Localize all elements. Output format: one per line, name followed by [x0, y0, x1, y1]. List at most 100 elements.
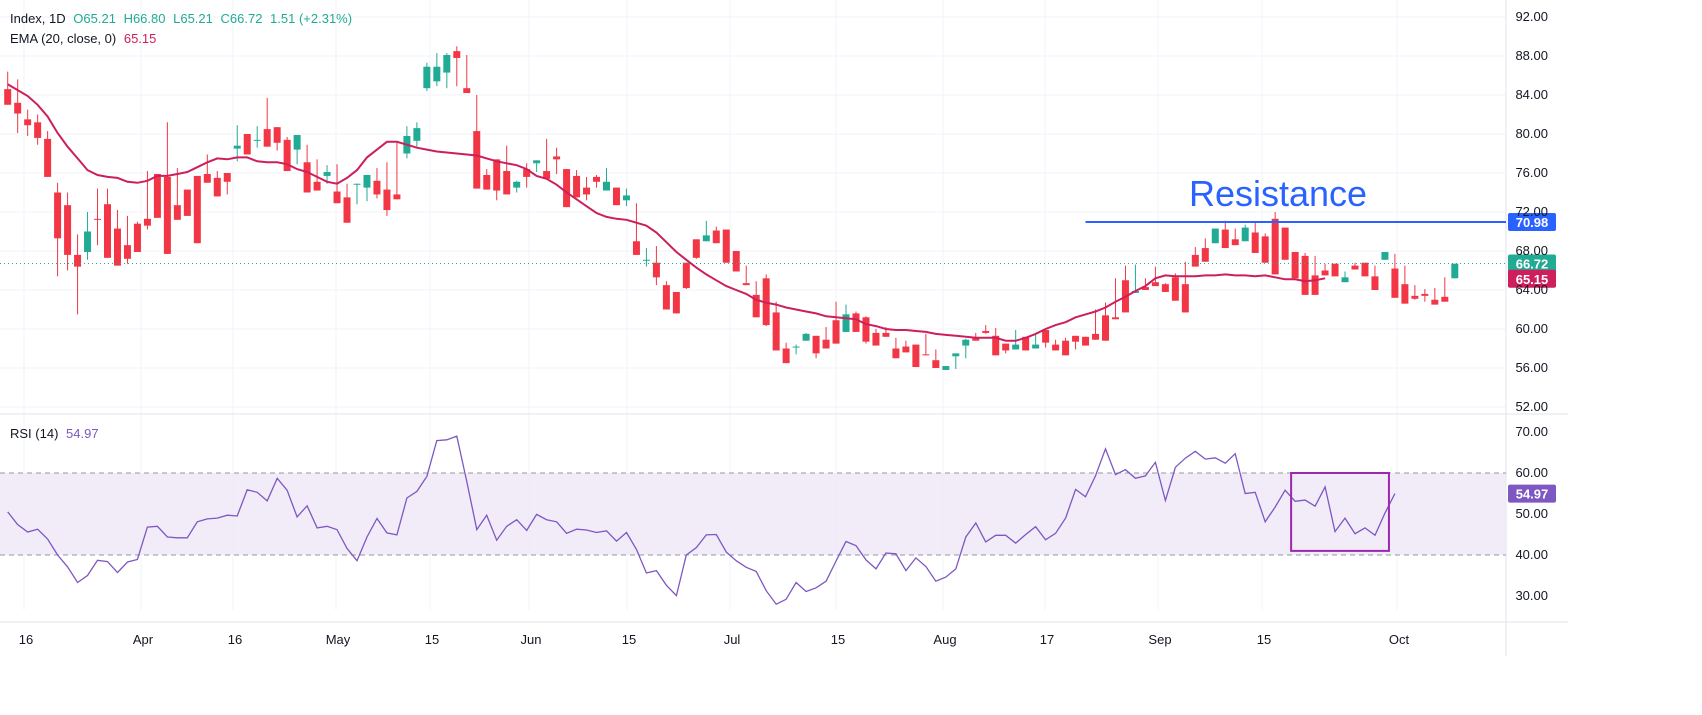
candle-body [54, 192, 62, 239]
candle-body [712, 230, 720, 244]
price-tick-label: 56.00 [1515, 360, 1548, 375]
candle-body [812, 335, 820, 354]
candle-body [692, 239, 700, 258]
x-tick-label: 15 [1257, 632, 1271, 647]
candle-body [1191, 254, 1199, 267]
candle-body [483, 174, 491, 190]
candle-body [1351, 265, 1359, 270]
legend-main: Index, 1D O65.21 H66.80 L65.21 C66.72 1.… [10, 11, 356, 26]
candle-body [1201, 248, 1209, 262]
candle-body [732, 251, 740, 272]
ema-line [7, 83, 1326, 342]
candle-body [4, 89, 12, 105]
candle-body [1211, 228, 1219, 244]
candle-body [223, 173, 231, 182]
candle-body [373, 180, 381, 195]
candle-body [573, 175, 581, 198]
legend-ema: EMA (20, close, 0) 65.15 [10, 31, 160, 46]
candle-body [922, 354, 930, 356]
price-tick-label: 60.00 [1515, 321, 1548, 336]
rsi-tick-label: 30.00 [1515, 588, 1548, 603]
candle-body [423, 66, 431, 89]
candle-body [892, 348, 900, 359]
candle-body [553, 156, 561, 160]
x-tick-label: 15 [622, 632, 636, 647]
candle-body [1221, 229, 1229, 249]
candle-body [473, 131, 481, 189]
x-tick-label: 17 [1040, 632, 1054, 647]
candle-body [74, 254, 82, 267]
candle-body [14, 102, 22, 114]
candle-body [94, 218, 102, 220]
candle-body [1371, 276, 1379, 290]
candle-body [133, 223, 141, 252]
candle-body [682, 262, 690, 289]
candle-body [882, 332, 890, 337]
candle-body [1052, 344, 1060, 351]
x-tick-label: 15 [425, 632, 439, 647]
candle-body [563, 169, 571, 208]
candle-body [842, 314, 850, 332]
candle-body [443, 55, 451, 73]
candle-body [742, 283, 750, 286]
candle-body [1421, 293, 1429, 296]
candle-body [992, 335, 1000, 356]
candle-body [942, 366, 950, 370]
candle-body [792, 346, 800, 348]
candle-body [1042, 329, 1050, 343]
candle-body [932, 360, 940, 368]
price-tick-label: 84.00 [1515, 87, 1548, 102]
candle-body [612, 187, 620, 206]
candle-body [862, 317, 870, 342]
candle-body [453, 51, 461, 58]
candle-body [323, 172, 331, 176]
candle-body [593, 176, 601, 182]
legend-ema-label: EMA (20, close, 0) [10, 31, 117, 46]
rsi-box-annotation [1290, 472, 1390, 552]
last-price-tag: 66.72 [1516, 256, 1549, 271]
legend-high: H66.80 [123, 11, 166, 26]
candle-body [1082, 336, 1090, 346]
candle-body [333, 191, 341, 204]
price-tick-label: 88.00 [1515, 48, 1548, 63]
candle-body [383, 189, 391, 211]
resistance-annotation: Resistance [1189, 173, 1367, 214]
ema-price-tag: 65.15 [1516, 272, 1549, 287]
resistance-price-tag-bg [1508, 212, 1556, 231]
candle-body [852, 313, 860, 332]
x-tick-label: 15 [831, 632, 845, 647]
x-tick-label: Apr [133, 632, 154, 647]
x-tick-label: 16 [19, 632, 33, 647]
candle-body [1022, 336, 1030, 351]
candle-body [1111, 317, 1119, 320]
candle-body [912, 344, 920, 368]
candle-body [213, 177, 221, 197]
candle-body [113, 228, 121, 266]
legend-rsi-label: RSI (14) [10, 426, 59, 441]
candle-body [1411, 295, 1419, 299]
candle-body [1281, 227, 1289, 260]
price-tick-label: 92.00 [1515, 9, 1548, 24]
candle-body [782, 348, 790, 364]
candle-body [413, 128, 421, 141]
candle-body [173, 205, 181, 220]
candle-body [1092, 333, 1100, 340]
candle-body [702, 235, 710, 242]
rsi-band [0, 473, 1506, 555]
candle-body [363, 174, 371, 188]
candle-body [1311, 275, 1319, 295]
candle-body [972, 337, 980, 341]
candle-body [393, 194, 401, 200]
candle-body [962, 339, 970, 346]
candle-body [104, 204, 111, 258]
chart-background [0, 0, 1568, 656]
candle-body [722, 229, 730, 263]
candle-body [1431, 299, 1439, 305]
candle-body [802, 333, 810, 341]
candle-body [952, 353, 960, 357]
candle-body [583, 187, 591, 195]
candle-body [493, 159, 501, 191]
rsi-line [7, 435, 1396, 606]
